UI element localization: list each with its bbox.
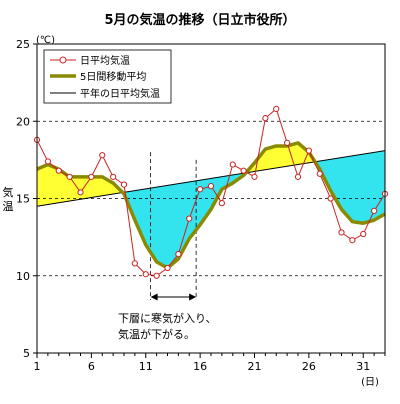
legend-label-normal: 平年の日平均気温 (80, 87, 160, 100)
daily-mean-point-29 (338, 229, 345, 236)
daily-mean-point-13 (164, 264, 171, 272)
daily-mean-point-18 (218, 200, 225, 207)
x-tick-label-21: 21 (248, 360, 262, 373)
y-unit-label: (℃) (36, 35, 55, 46)
y-tick-label-15: 15 (16, 193, 30, 206)
below-normal-fill-3 (315, 150, 385, 224)
series-points (33, 105, 389, 279)
above-normal-fill-2 (245, 142, 316, 173)
daily-mean-point-16 (197, 186, 204, 193)
legend-marker-daily (59, 56, 67, 64)
y-tick-label-20: 20 (16, 115, 30, 128)
daily-mean-point-9 (120, 181, 128, 188)
daily-mean-point-30 (349, 237, 356, 244)
daily-mean-point-8 (110, 173, 117, 180)
daily-mean-point-24 (284, 139, 291, 146)
daily-mean-point-31 (360, 230, 367, 238)
daily-mean-point-21 (251, 173, 258, 180)
daily-mean-point-20 (240, 167, 247, 174)
daily-mean-point-22 (262, 115, 269, 122)
daily-mean-point-7 (99, 152, 106, 159)
annotation-line-2: 気温が下がる。 (118, 327, 195, 341)
y-axis-label-char-1: 気 (3, 185, 14, 199)
daily-mean-point-12 (153, 272, 160, 279)
daily-mean-point-25 (294, 173, 302, 180)
daily-mean-point-23 (273, 105, 280, 112)
daily-mean-point-28 (327, 195, 334, 202)
y-tick-label-10: 10 (16, 270, 30, 283)
daily-mean-point-19 (229, 161, 236, 168)
chart-title: 5月の気温の推移（日立市役所） (104, 12, 295, 28)
daily-mean-point-3 (55, 167, 62, 174)
y-tick-label-25: 25 (16, 38, 30, 51)
daily-mean-point-10 (131, 260, 138, 267)
annotation-arrowhead-right (189, 293, 197, 301)
annotation: 下層に寒気が入り、 気温が下がる。 (118, 293, 217, 341)
moving-average-line (36, 141, 386, 270)
daily-mean-point-2 (44, 158, 51, 165)
normal-temperature-line (36, 150, 386, 207)
daily-mean-point-14 (175, 251, 182, 258)
legend: 日平均気温 5日間移動平均 平年の日平均気温 (43, 49, 172, 104)
daily-mean-point-32 (371, 207, 378, 214)
annotation-line-1: 下層に寒気が入り、 (118, 311, 217, 325)
daily-mean-point-4 (66, 173, 73, 180)
annotation-arrowhead-left (150, 293, 158, 301)
daily-mean-point-5 (77, 189, 84, 196)
daily-mean-point-26 (305, 147, 312, 154)
x-tick-label-31: 31 (356, 360, 370, 373)
x-tick-label-16: 16 (193, 360, 207, 373)
daily-mean-point-27 (316, 170, 323, 177)
x-unit-label: (日) (361, 377, 379, 388)
x-tick-label-1: 1 (34, 360, 41, 373)
x-tick-label-11: 11 (139, 360, 153, 373)
grid-lines (37, 120, 385, 277)
daily-mean-point-11 (142, 271, 149, 278)
below-normal-fill-1 (122, 172, 246, 269)
legend-label-daily: 日平均気温 (80, 54, 130, 67)
daily-mean-point-15 (186, 215, 193, 222)
daily-mean-point-6 (88, 173, 95, 180)
y-tick-label-5: 5 (23, 347, 30, 360)
x-tick-label-26: 26 (302, 360, 316, 373)
y-axis-label-char-2: 温 (3, 200, 14, 213)
daily-mean-point-17 (207, 183, 215, 190)
legend-label-moving-average: 5日間移動平均 (80, 70, 146, 83)
x-tick-label-6: 6 (88, 360, 95, 373)
